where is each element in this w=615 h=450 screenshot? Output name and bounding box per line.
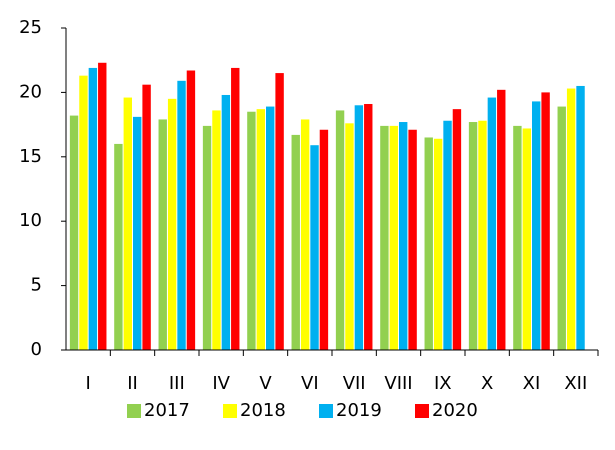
bar [557, 106, 566, 351]
bar [231, 67, 240, 350]
x-tick-label: V [259, 373, 272, 394]
bar [541, 92, 550, 351]
bar [133, 116, 142, 350]
y-tick-label: 15 [19, 146, 42, 167]
legend-label: 2017 [144, 400, 190, 421]
legend-label: 2020 [432, 400, 478, 421]
bar [300, 119, 310, 350]
bar [186, 70, 196, 350]
bar [142, 84, 151, 350]
bar [354, 105, 364, 350]
y-tick-label: 10 [19, 210, 42, 231]
legend-label: 2019 [336, 400, 382, 421]
x-tick-label: XII [564, 373, 587, 394]
bar [212, 110, 221, 350]
y-tick-label: 25 [19, 17, 42, 38]
bar [433, 138, 443, 350]
bar [424, 137, 433, 350]
bar [566, 88, 576, 350]
x-tick-label: VII [343, 373, 366, 394]
x-tick-label: III [169, 373, 185, 394]
bar [487, 97, 497, 350]
bar [468, 122, 478, 350]
y-tick-label: 5 [31, 275, 42, 296]
bar [98, 62, 107, 350]
bar [389, 125, 398, 350]
y-tick-label: 20 [19, 81, 42, 102]
bar [79, 75, 88, 350]
bar [443, 120, 452, 351]
x-tick-label: VI [301, 373, 319, 394]
bar [345, 123, 354, 350]
bar [69, 115, 79, 350]
x-tick-label: IX [434, 373, 452, 394]
y-tick-label: 0 [31, 339, 42, 360]
x-tick-label: I [86, 373, 91, 394]
bar [88, 67, 98, 350]
bar [452, 109, 462, 350]
bar [202, 125, 212, 350]
legend-swatch [127, 404, 141, 418]
bar [380, 125, 389, 350]
legend-swatch [415, 404, 429, 418]
bar [576, 85, 585, 351]
bar [497, 89, 506, 350]
bar [532, 101, 541, 350]
bar [522, 128, 531, 350]
bar [158, 119, 167, 350]
x-tick-label: VIII [384, 373, 412, 394]
x-tick-label: XI [523, 373, 541, 394]
x-tick-label: II [127, 373, 138, 394]
legend-swatch [223, 404, 237, 418]
bar [319, 129, 329, 350]
bar [247, 111, 256, 350]
bar [399, 122, 408, 350]
legend-swatch [319, 404, 333, 418]
x-tick-label: IV [212, 373, 230, 394]
x-tick-label: X [481, 373, 493, 394]
bar [256, 109, 265, 350]
bar [513, 125, 522, 350]
bar [123, 97, 132, 350]
bar [221, 94, 231, 350]
bar [167, 98, 177, 350]
bar [478, 120, 487, 351]
bar [291, 134, 300, 350]
bar [114, 143, 123, 350]
bar [335, 110, 345, 350]
bar [364, 103, 373, 350]
bar [177, 80, 186, 351]
bar [408, 129, 417, 350]
legend-label: 2018 [240, 400, 286, 421]
bar [310, 145, 319, 350]
bar [275, 73, 284, 350]
bar [266, 106, 275, 351]
